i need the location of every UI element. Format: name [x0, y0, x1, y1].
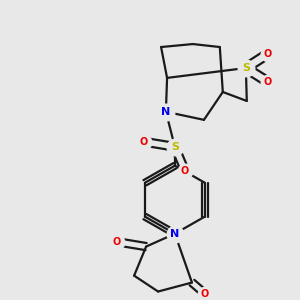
Text: S: S [171, 142, 179, 152]
Text: O: O [181, 166, 189, 176]
Text: O: O [264, 49, 272, 59]
Text: O: O [140, 137, 148, 147]
Text: O: O [113, 237, 121, 247]
Text: N: N [161, 107, 170, 117]
Text: N: N [170, 229, 179, 239]
Text: S: S [242, 63, 250, 73]
Text: O: O [201, 289, 209, 298]
Text: O: O [264, 77, 272, 87]
